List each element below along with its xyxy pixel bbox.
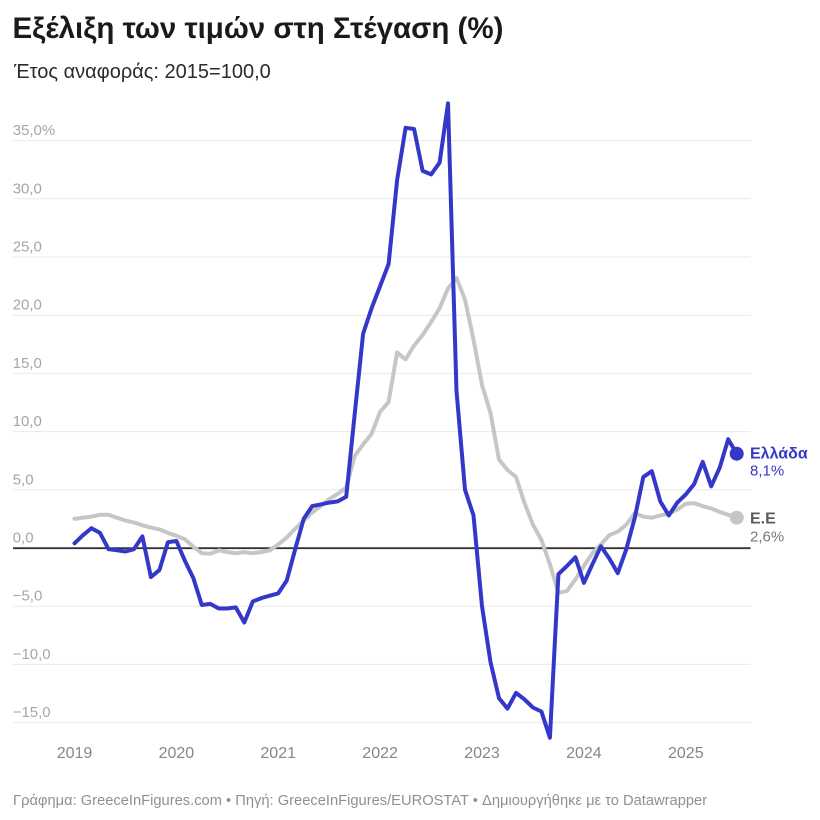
svg-text:0,0: 0,0: [13, 530, 34, 547]
svg-text:2025: 2025: [668, 745, 704, 762]
svg-text:8,1%: 8,1%: [750, 463, 784, 480]
svg-text:2023: 2023: [464, 745, 500, 762]
svg-text:25,0: 25,0: [13, 239, 42, 256]
svg-text:10,0: 10,0: [13, 413, 42, 430]
svg-text:20,0: 20,0: [13, 297, 42, 314]
svg-text:Ελλάδα: Ελλάδα: [750, 446, 808, 463]
svg-text:2,6%: 2,6%: [750, 529, 784, 546]
svg-text:30,0: 30,0: [13, 180, 42, 197]
svg-text:15,0: 15,0: [13, 355, 42, 372]
svg-text:2020: 2020: [159, 745, 195, 762]
svg-text:35,0%: 35,0%: [13, 122, 56, 139]
svg-text:−15,0: −15,0: [13, 704, 51, 721]
svg-text:Ε.Ε: Ε.Ε: [750, 511, 776, 528]
svg-text:2022: 2022: [362, 745, 398, 762]
svg-text:−5,0: −5,0: [13, 588, 43, 605]
svg-text:2021: 2021: [260, 745, 296, 762]
svg-text:2019: 2019: [57, 745, 93, 762]
svg-text:5,0: 5,0: [13, 471, 34, 488]
svg-text:−10,0: −10,0: [13, 646, 51, 663]
svg-text:2024: 2024: [566, 745, 602, 762]
